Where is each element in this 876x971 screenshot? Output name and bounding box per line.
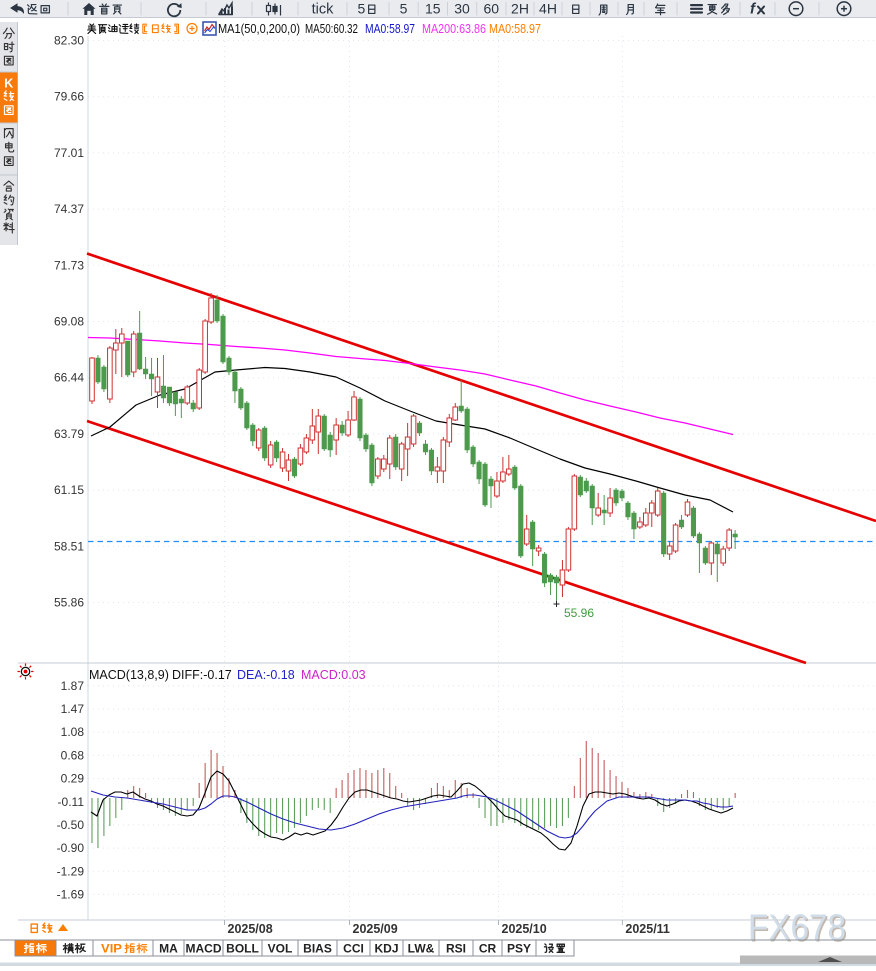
svg-text:61.15: 61.15: [54, 483, 84, 497]
svg-text:4H: 4H: [539, 1, 557, 17]
svg-text:CR: CR: [479, 942, 497, 956]
svg-text:FX678: FX678: [750, 909, 848, 950]
svg-text:1.87: 1.87: [61, 679, 85, 693]
svg-text:0.68: 0.68: [61, 748, 85, 762]
svg-text:5: 5: [400, 1, 408, 17]
svg-text:55.96: 55.96: [564, 606, 594, 620]
svg-text:DEA:-0.18: DEA:-0.18: [237, 668, 295, 682]
svg-text:2025/11: 2025/11: [625, 922, 670, 936]
svg-text:0.29: 0.29: [61, 772, 85, 786]
svg-text:15: 15: [425, 1, 441, 17]
svg-text:PSY: PSY: [507, 942, 531, 956]
svg-text:MACD(13,8,9): MACD(13,8,9): [89, 668, 169, 682]
svg-text:58.51: 58.51: [54, 539, 84, 553]
svg-text:K: K: [4, 77, 13, 91]
svg-text:MA1(50,0,200,0): MA1(50,0,200,0): [218, 22, 300, 36]
svg-text:74.37: 74.37: [54, 202, 84, 216]
svg-text:MA0:58.97: MA0:58.97: [365, 22, 415, 36]
svg-text:MACD:0.03: MACD:0.03: [301, 668, 366, 682]
svg-text:66.44: 66.44: [54, 371, 84, 385]
svg-text:MA0:58.97: MA0:58.97: [489, 22, 541, 36]
svg-text:71.73: 71.73: [54, 258, 84, 272]
svg-text:VIP: VIP: [101, 942, 122, 956]
svg-text:69.08: 69.08: [54, 315, 84, 329]
svg-text:60: 60: [484, 1, 500, 17]
svg-text:KDJ: KDJ: [374, 942, 398, 956]
svg-text:30: 30: [454, 1, 470, 17]
svg-text:LW&: LW&: [408, 942, 435, 956]
svg-text:tick: tick: [312, 2, 335, 18]
svg-text:2025/08: 2025/08: [228, 922, 273, 936]
svg-text:5: 5: [358, 1, 366, 17]
svg-text:CCI: CCI: [343, 942, 364, 956]
svg-text:82.30: 82.30: [54, 34, 84, 48]
svg-text:77.01: 77.01: [54, 146, 84, 160]
svg-text:RSI: RSI: [446, 942, 466, 956]
svg-text:MA50:60.32: MA50:60.32: [305, 22, 358, 36]
svg-text:FX678: FX678: [748, 907, 846, 948]
svg-text:2025/09: 2025/09: [353, 922, 398, 936]
svg-text:-1.29: -1.29: [57, 864, 85, 878]
svg-text:2025/10: 2025/10: [502, 922, 547, 936]
svg-text:-1.69: -1.69: [57, 887, 85, 901]
svg-text:MACD: MACD: [186, 942, 222, 956]
svg-text:1.08: 1.08: [61, 725, 85, 739]
svg-text:1.47: 1.47: [61, 702, 85, 716]
svg-text:-0.50: -0.50: [57, 818, 85, 832]
svg-text:MA200:63.86: MA200:63.86: [422, 22, 486, 36]
svg-text:BIAS: BIAS: [303, 942, 332, 956]
svg-text:-0.11: -0.11: [58, 795, 85, 809]
svg-text:55.86: 55.86: [54, 596, 84, 610]
svg-text:79.66: 79.66: [54, 90, 84, 104]
svg-text:-0.90: -0.90: [57, 841, 85, 855]
svg-text:DIFF:-0.17: DIFF:-0.17: [172, 668, 232, 682]
svg-text:63.79: 63.79: [54, 427, 84, 441]
svg-text:VOL: VOL: [268, 942, 293, 956]
svg-text:MA: MA: [159, 942, 178, 956]
svg-text:f: f: [750, 1, 757, 18]
svg-text:2H: 2H: [511, 1, 529, 17]
svg-text:BOLL: BOLL: [226, 942, 259, 956]
